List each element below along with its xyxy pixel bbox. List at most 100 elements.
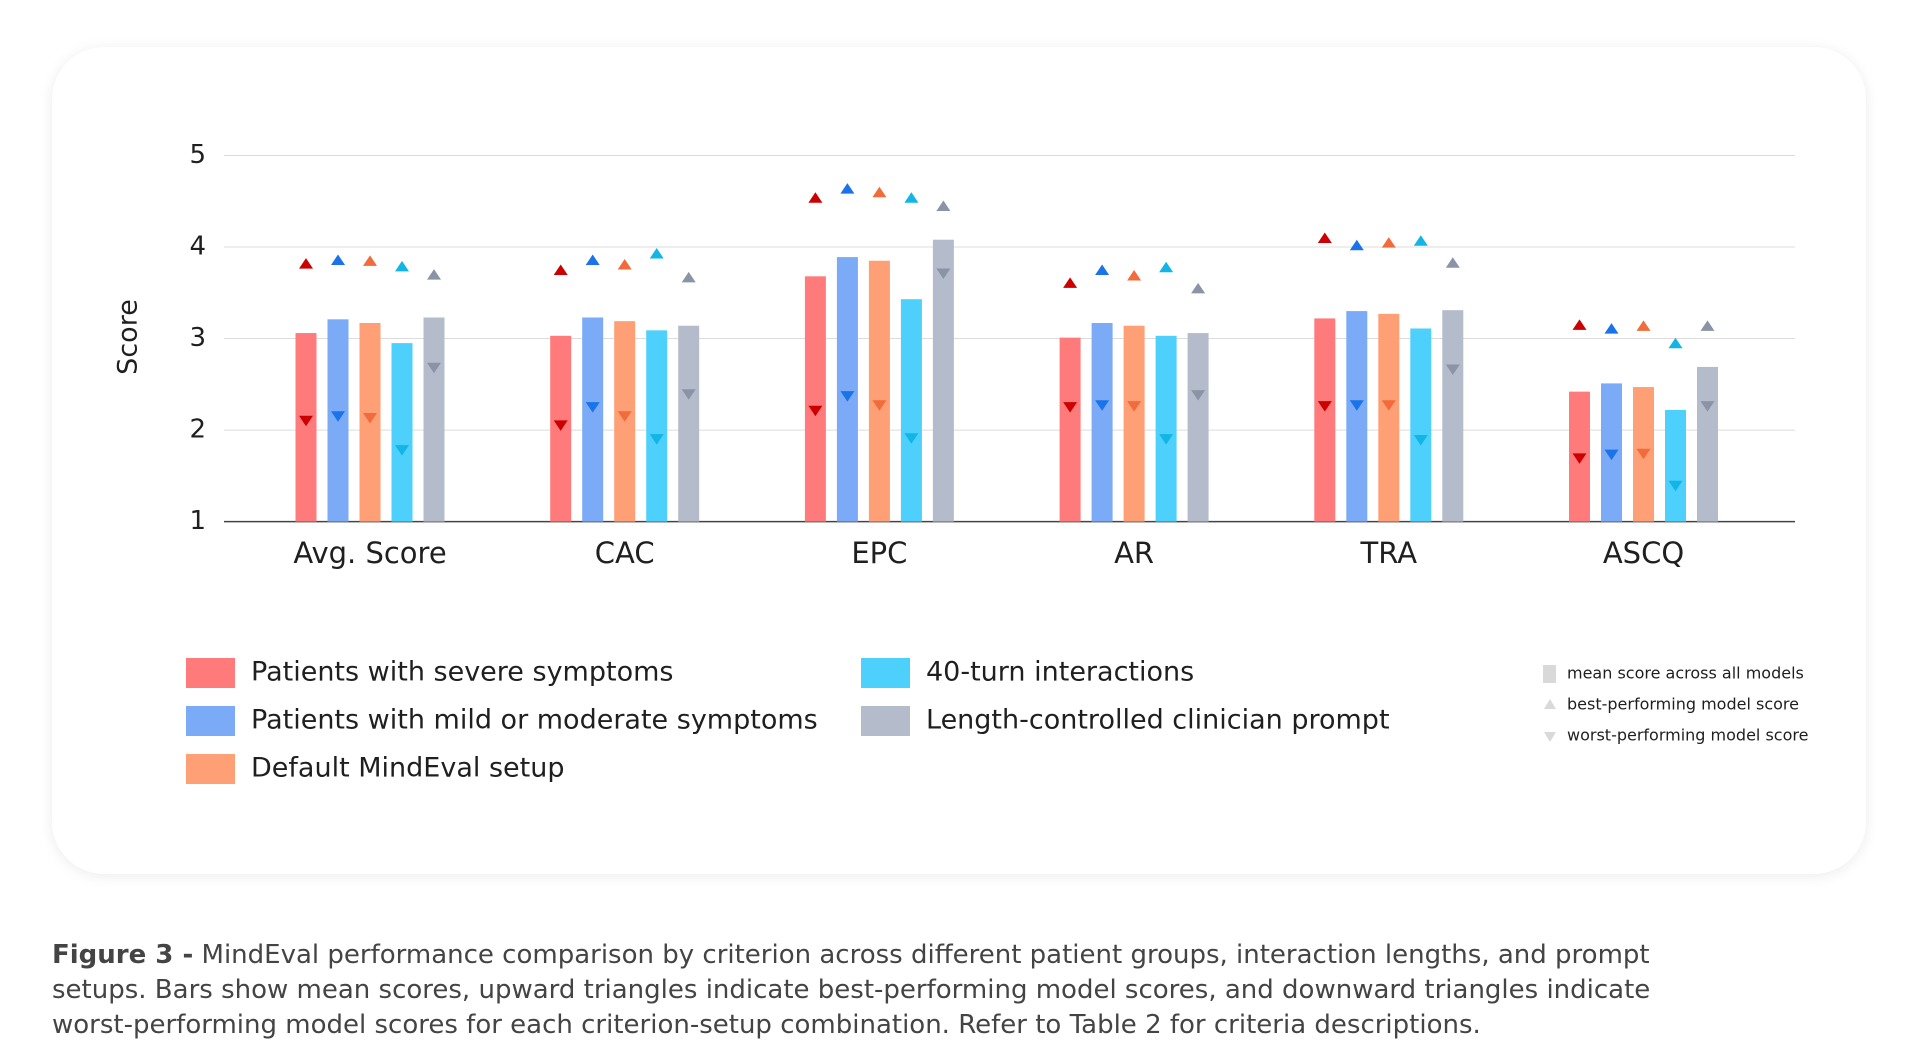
best-marker [1445, 257, 1460, 268]
best-marker [840, 183, 855, 194]
legend-label: Default MindEval setup [251, 753, 564, 784]
best-marker [1700, 320, 1715, 331]
x-tick-label: TRA [1360, 536, 1418, 570]
best-marker [1381, 237, 1396, 248]
bar [1123, 325, 1145, 522]
worst-marker [553, 420, 568, 431]
worst-marker [1095, 400, 1110, 411]
worst-marker [649, 434, 664, 445]
legend-swatch [186, 658, 235, 688]
best-marker [1095, 264, 1110, 276]
caption: Figure 3 - MindEval performance comparis… [52, 938, 1692, 1043]
bar [1665, 409, 1686, 522]
worst-marker [1127, 401, 1142, 412]
worst-marker [331, 411, 345, 422]
best-marker [395, 260, 409, 272]
best-marker [553, 264, 568, 276]
bar [1378, 313, 1400, 522]
legend-label: Patients with severe symptoms [251, 657, 673, 688]
best-marker [1668, 337, 1683, 349]
best-marker [1572, 319, 1587, 330]
best-marker [1127, 270, 1142, 281]
worst-marker [872, 400, 887, 411]
worst-marker [427, 362, 441, 374]
bar [836, 257, 858, 522]
legend-label: worst-performing model score [1567, 726, 1808, 745]
x-tick-label: ASCQ [1603, 536, 1684, 570]
best-marker [617, 259, 632, 270]
bar [1410, 328, 1432, 522]
best-marker [872, 186, 887, 198]
y-tick-label: 1 [189, 506, 206, 536]
legend-swatch [1543, 665, 1556, 683]
best-marker [299, 258, 313, 269]
worst-marker [617, 411, 632, 422]
y-tick-label: 3 [189, 323, 206, 353]
best-marker [1413, 235, 1428, 246]
bar [1697, 366, 1718, 522]
best-marker [1063, 277, 1078, 288]
worst-marker [840, 391, 855, 402]
legend-marker [1544, 732, 1556, 742]
best-marker [427, 269, 441, 280]
legend-swatch [186, 754, 235, 784]
worst-marker [1159, 434, 1174, 445]
chart-card [52, 47, 1866, 874]
best-marker [1191, 282, 1206, 294]
x-tick-label: EPC [851, 536, 907, 570]
worst-marker [1445, 364, 1460, 376]
legend-swatch [861, 706, 910, 736]
bar [1442, 310, 1464, 522]
best-marker [808, 192, 823, 203]
bar [1314, 318, 1336, 522]
worst-marker [395, 445, 409, 456]
best-marker [1159, 261, 1174, 273]
bar [1187, 333, 1209, 522]
legend-label: mean score across all models [1567, 664, 1804, 683]
y-axis-label: Score [113, 299, 144, 375]
best-marker [1349, 239, 1364, 251]
best-marker [1636, 320, 1651, 331]
bar [391, 343, 413, 522]
bar [1059, 337, 1081, 522]
worst-marker [1413, 435, 1428, 446]
best-marker [649, 248, 664, 259]
legend-label: Patients with mild or moderate symptoms [251, 705, 818, 736]
worst-marker [1636, 448, 1651, 460]
bar [423, 317, 445, 522]
worst-marker [1191, 390, 1206, 401]
worst-marker [1700, 401, 1715, 412]
legend-marker [1544, 699, 1556, 709]
best-marker [681, 271, 696, 283]
legend-label: Length-controlled clinician prompt [926, 705, 1390, 736]
worst-marker [1349, 400, 1364, 411]
worst-marker [1668, 480, 1683, 492]
worst-marker [681, 389, 696, 400]
bar [900, 299, 922, 522]
worst-marker [585, 402, 600, 413]
worst-marker [363, 413, 377, 424]
bar [1155, 335, 1177, 522]
caption-label: Figure 3 - [52, 940, 194, 970]
worst-marker [808, 405, 823, 417]
legend-swatch [186, 706, 235, 736]
x-tick-label: Avg. Score [293, 536, 446, 570]
best-marker [1604, 323, 1619, 334]
y-tick-label: 5 [189, 140, 206, 170]
bar [678, 325, 700, 522]
bar [582, 317, 604, 522]
worst-marker [904, 433, 919, 444]
worst-marker [1572, 453, 1587, 464]
bar [1091, 322, 1113, 522]
best-marker [363, 255, 377, 266]
worst-marker [1381, 400, 1396, 411]
bar [295, 333, 317, 522]
bar [1346, 311, 1368, 522]
x-tick-label: AR [1114, 536, 1154, 570]
worst-marker [299, 415, 313, 427]
best-marker [585, 254, 600, 265]
y-tick-label: 2 [189, 415, 206, 445]
worst-marker [1604, 449, 1619, 461]
bar [932, 239, 954, 522]
